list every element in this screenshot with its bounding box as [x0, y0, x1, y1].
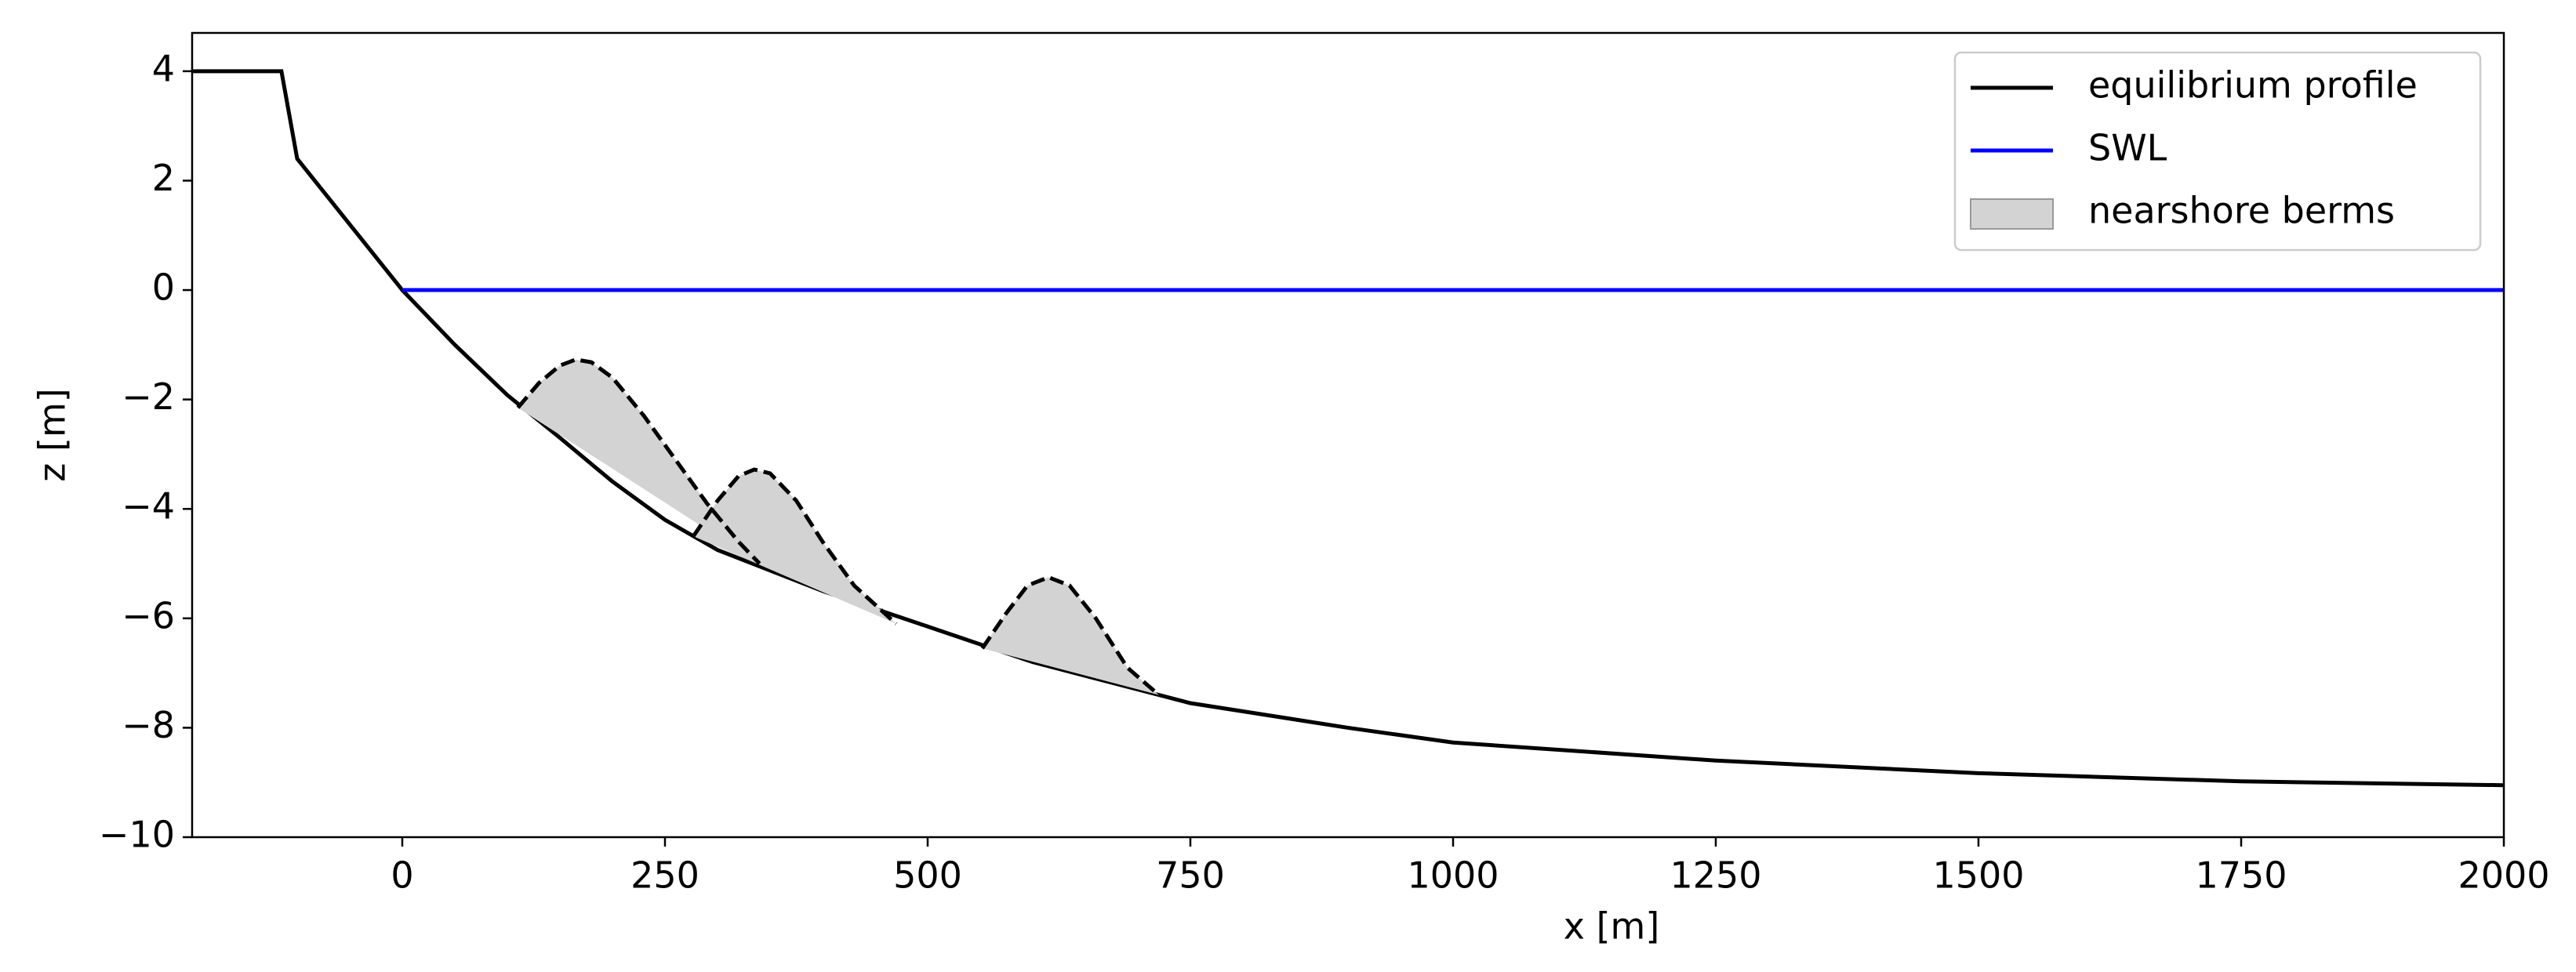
berm-fill [518, 359, 760, 564]
x-tick-label: 250 [630, 854, 699, 897]
x-tick-label: 2000 [2458, 854, 2549, 897]
berm-fill [982, 577, 1159, 695]
y-tick-label: −2 [122, 375, 175, 418]
x-tick-label: 1250 [1669, 854, 1761, 897]
y-tick-label: 2 [152, 157, 175, 199]
legend-box [1953, 51, 2482, 252]
x-tick-label: 750 [1156, 854, 1225, 897]
y-tick-label: 0 [152, 267, 175, 309]
legend-label: nearshore berms [2088, 190, 2395, 232]
legend-label: SWL [2088, 127, 2167, 169]
x-tick-label: 500 [893, 854, 962, 897]
y-axis-label: z [m] [31, 388, 74, 481]
series-line [192, 69, 2504, 788]
x-tick-label: 1750 [2195, 854, 2287, 897]
legend-label: equilibrium profile [2088, 64, 2418, 107]
y-tick-label: −6 [122, 594, 175, 637]
plot-frame [191, 31, 2505, 839]
berm-fill [693, 469, 896, 624]
y-tick-label: −4 [122, 485, 175, 528]
x-tick-label: 1000 [1407, 854, 1499, 897]
y-tick-label: −8 [122, 704, 175, 746]
x-tick-label: 0 [391, 854, 413, 897]
x-axis-label: x [m] [1564, 905, 1660, 948]
x-tick-label: 1500 [1932, 854, 2024, 897]
y-tick-label: −10 [99, 814, 175, 856]
berm-outline [516, 357, 1161, 697]
y-tick-label: 4 [152, 47, 175, 89]
legend-swatch [1970, 198, 2054, 230]
